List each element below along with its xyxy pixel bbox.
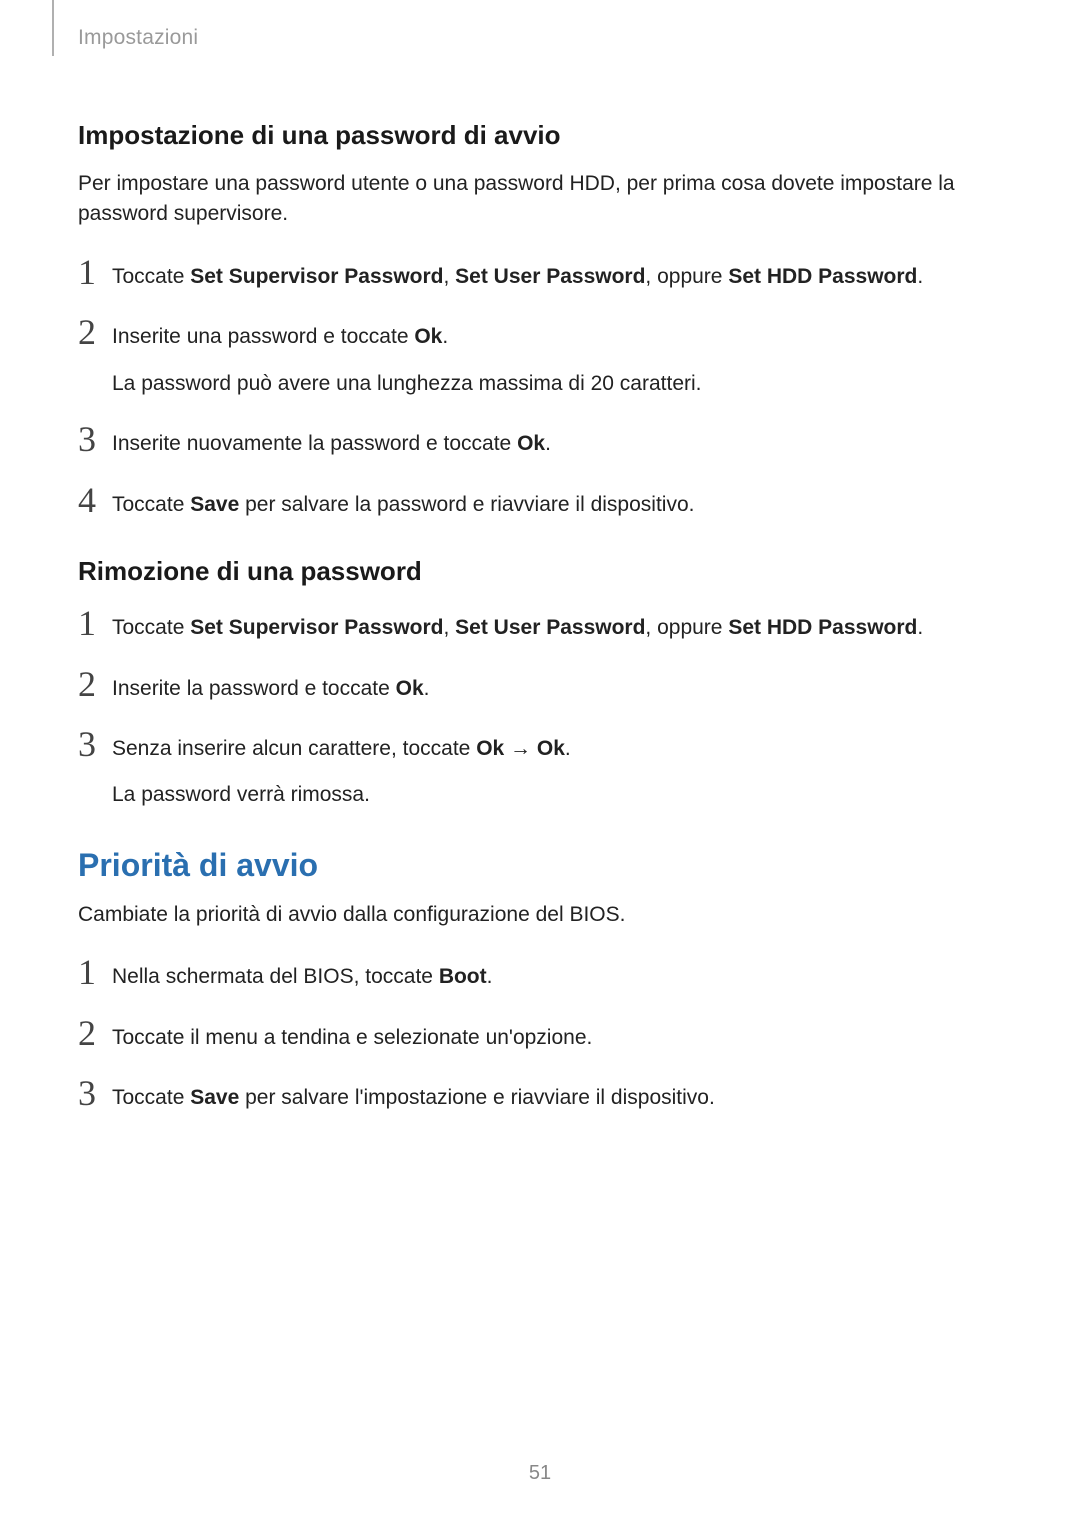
step-body: Senza inserire alcun carattere, toccate … xyxy=(112,726,1002,811)
step-text: Toccate Save per salvare la password e r… xyxy=(112,490,1002,520)
step-text: Toccate il menu a tendina e selezionate … xyxy=(112,1023,1002,1053)
step-number: 4 xyxy=(78,482,112,518)
header-tab: Impostazioni xyxy=(52,0,198,56)
header-breadcrumb: Impostazioni xyxy=(78,26,198,56)
section3-title: Priorità di avvio xyxy=(78,847,1002,884)
section2-steps: 1Toccate Set Supervisor Password, Set Us… xyxy=(78,605,1002,811)
step-number: 3 xyxy=(78,726,112,762)
section1-intro: Per impostare una password utente o una … xyxy=(78,169,1002,230)
step-item: 4Toccate Save per salvare la password e … xyxy=(78,482,1002,520)
step-item: 3Toccate Save per salvare l'impostazione… xyxy=(78,1075,1002,1113)
step-text: Nella schermata del BIOS, toccate Boot. xyxy=(112,962,1002,992)
content-body: Impostazione di una password di avvio Pe… xyxy=(78,32,1002,1114)
step-item: 1Nella schermata del BIOS, toccate Boot. xyxy=(78,954,1002,992)
step-item: 1Toccate Set Supervisor Password, Set Us… xyxy=(78,605,1002,643)
section1-steps: 1Toccate Set Supervisor Password, Set Us… xyxy=(78,254,1002,520)
step-subtext: La password può avere una lunghezza mass… xyxy=(112,369,1002,399)
step-number: 1 xyxy=(78,605,112,641)
step-number: 3 xyxy=(78,1075,112,1111)
step-number: 2 xyxy=(78,666,112,702)
step-text: Senza inserire alcun carattere, toccate … xyxy=(112,734,1002,764)
step-body: Toccate Set Supervisor Password, Set Use… xyxy=(112,605,1002,643)
step-item: 3Inserite nuovamente la password e tocca… xyxy=(78,421,1002,459)
section3-steps: 1Nella schermata del BIOS, toccate Boot.… xyxy=(78,954,1002,1113)
step-number: 3 xyxy=(78,421,112,457)
step-item: 3Senza inserire alcun carattere, toccate… xyxy=(78,726,1002,811)
step-text: Inserite nuovamente la password e toccat… xyxy=(112,429,1002,459)
step-item: 2Toccate il menu a tendina e selezionate… xyxy=(78,1015,1002,1053)
header-tab-bar xyxy=(52,0,54,56)
step-text: Inserite la password e toccate Ok. xyxy=(112,674,1002,704)
step-number: 1 xyxy=(78,954,112,990)
step-text: Inserite una password e toccate Ok. xyxy=(112,322,1002,352)
step-text: Toccate Save per salvare l'impostazione … xyxy=(112,1083,1002,1113)
step-subtext: La password verrà rimossa. xyxy=(112,780,1002,810)
page-container: Impostazioni Impostazione di una passwor… xyxy=(0,0,1080,1527)
step-number: 2 xyxy=(78,1015,112,1051)
section1-title: Impostazione di una password di avvio xyxy=(78,120,1002,151)
step-body: Inserite una password e toccate Ok. La pa… xyxy=(112,314,1002,399)
step-body: Toccate Set Supervisor Password, Set Use… xyxy=(112,254,1002,292)
step-item: 2Inserite una password e toccate Ok. La p… xyxy=(78,314,1002,399)
step-item: 2Inserite la password e toccate Ok. xyxy=(78,666,1002,704)
step-body: Inserite nuovamente la password e toccat… xyxy=(112,421,1002,459)
step-number: 1 xyxy=(78,254,112,290)
section2-title: Rimozione di una password xyxy=(78,556,1002,587)
step-body: Inserite la password e toccate Ok. xyxy=(112,666,1002,704)
step-item: 1Toccate Set Supervisor Password, Set Us… xyxy=(78,254,1002,292)
step-body: Toccate il menu a tendina e selezionate … xyxy=(112,1015,1002,1053)
step-number: 2 xyxy=(78,314,112,350)
section3-intro: Cambiate la priorità di avvio dalla conf… xyxy=(78,900,1002,930)
step-body: Toccate Save per salvare la password e r… xyxy=(112,482,1002,520)
step-text: Toccate Set Supervisor Password, Set Use… xyxy=(112,262,1002,292)
step-text: Toccate Set Supervisor Password, Set Use… xyxy=(112,613,1002,643)
step-body: Toccate Save per salvare l'impostazione … xyxy=(112,1075,1002,1113)
page-number: 51 xyxy=(0,1462,1080,1485)
step-body: Nella schermata del BIOS, toccate Boot. xyxy=(112,954,1002,992)
